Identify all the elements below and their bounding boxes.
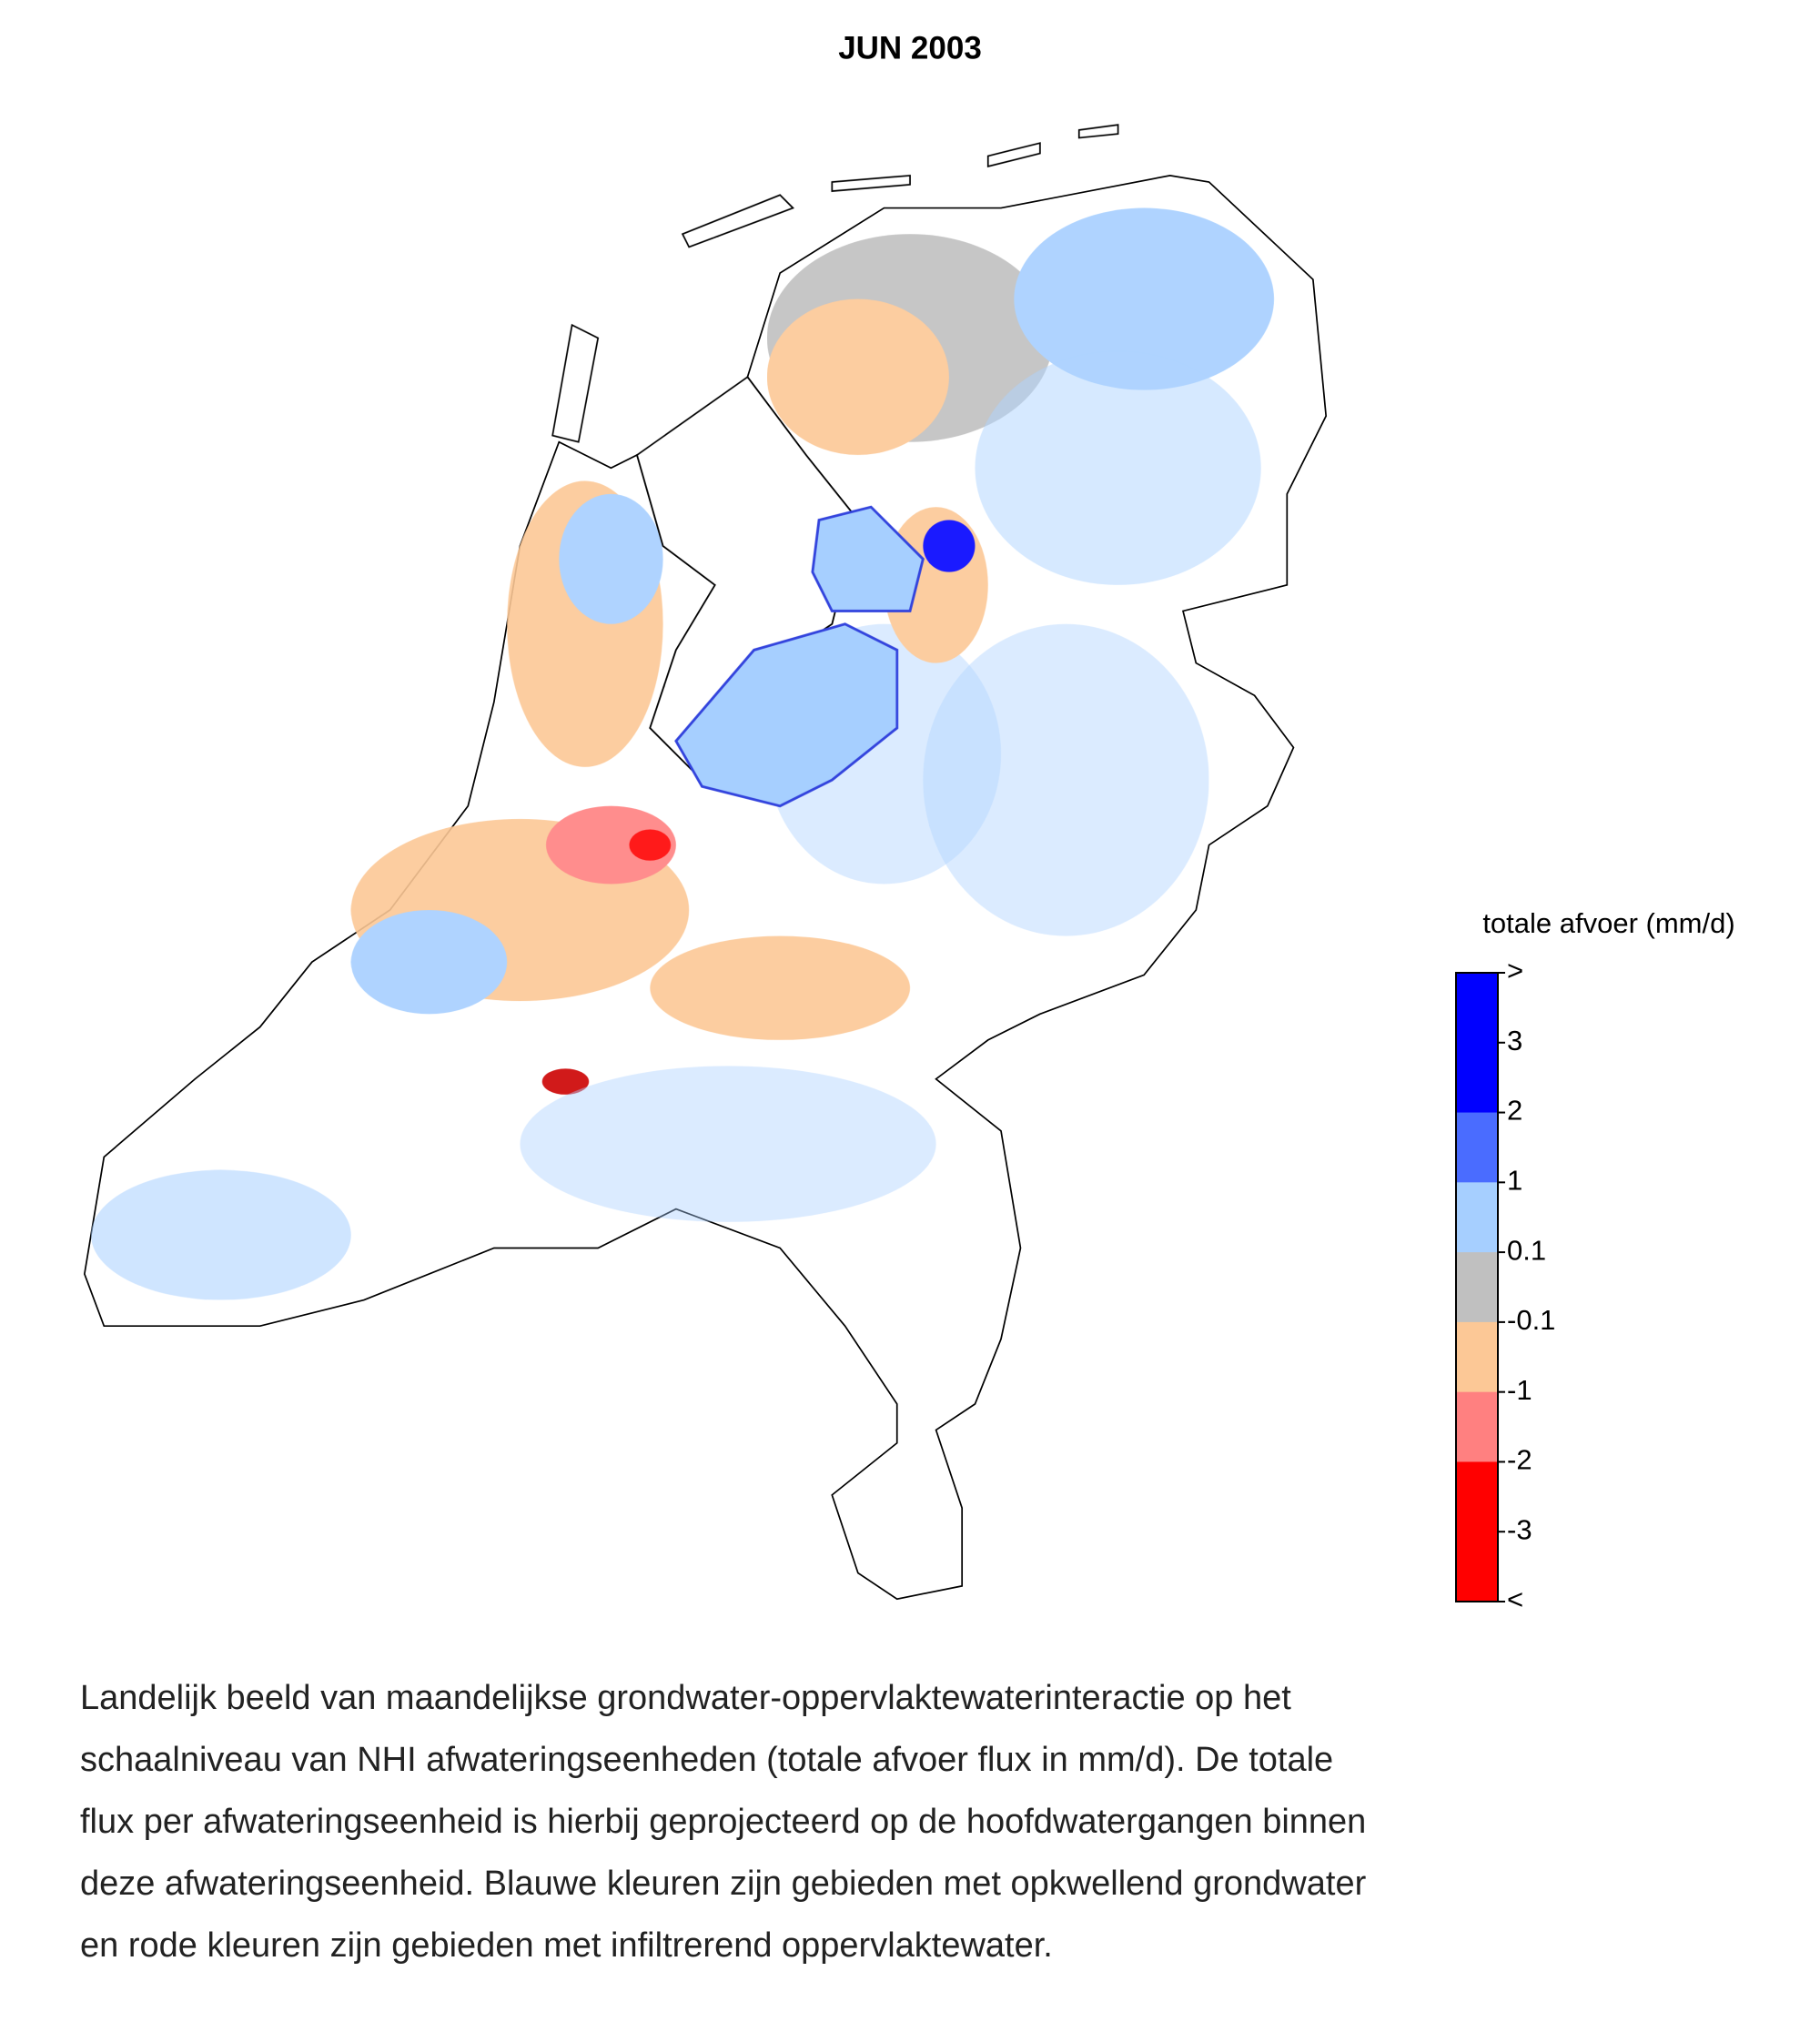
island [831,174,911,192]
patch [766,298,949,456]
legend-label: -2 [1507,1444,1532,1476]
map [83,124,1328,1601]
islands [551,124,1119,443]
legend-label: < [1507,1583,1523,1615]
flevoland [674,622,899,808]
patch [923,623,1209,936]
patch [975,350,1261,585]
legend-label: 1 [1507,1165,1522,1197]
noordoostpolder [811,505,925,612]
legend-swatch [1456,973,1498,1044]
legend-swatch [1456,1532,1498,1602]
legend-label: -3 [1507,1513,1532,1545]
land [83,174,1328,1601]
patch [650,935,911,1040]
island [986,142,1041,167]
patch [559,493,663,624]
island [681,194,794,248]
caption-line: en rode kleuren zijn gebieden met infilt… [80,1926,1053,1965]
patch [91,1169,351,1300]
patch [520,1066,936,1222]
patch [1014,207,1275,390]
legend-label: 3 [1507,1025,1522,1056]
legend-title: totale afvoer (mm/d) [1482,907,1734,939]
legend-swatch [1456,1321,1498,1393]
legend-label: -1 [1507,1374,1532,1406]
legend-swatch [1456,1461,1498,1532]
legend-label: 2 [1507,1095,1522,1127]
caption-line: flux per afwateringseenheid is hierbij g… [80,1803,1366,1841]
caption: Landelijk beeld van maandelijkse grondwa… [80,1679,1367,1965]
legend-swatch [1456,1182,1498,1253]
patch [350,910,508,1015]
legend-swatch [1456,1042,1498,1114]
caption-line: schaalniveau van NHI afwateringseenheden… [80,1741,1333,1779]
patch [629,829,672,861]
legend-frame [1455,972,1499,1602]
legend-label: -0.1 [1507,1304,1555,1336]
patch [541,1068,590,1095]
flux-patches [91,207,1275,1300]
caption-line: deze afwateringseenheid. Blauwe kleuren … [80,1865,1367,1903]
legend: >3 2 1 0.1 -0.1 -1 -2 -3 < [1455,955,1555,1615]
caption-line: Landelijk beeld van maandelijkse grondwa… [80,1679,1291,1717]
map-title: JUN 2003 [838,30,982,66]
island [551,323,600,443]
island [1077,124,1119,139]
patch [923,520,976,572]
patch [546,805,676,885]
legend-swatch [1456,1112,1498,1183]
legend-label: > [1507,955,1523,986]
legend-swatch [1456,1391,1498,1462]
legend-label: 0.1 [1507,1234,1546,1266]
legend-swatch [1456,1252,1498,1323]
